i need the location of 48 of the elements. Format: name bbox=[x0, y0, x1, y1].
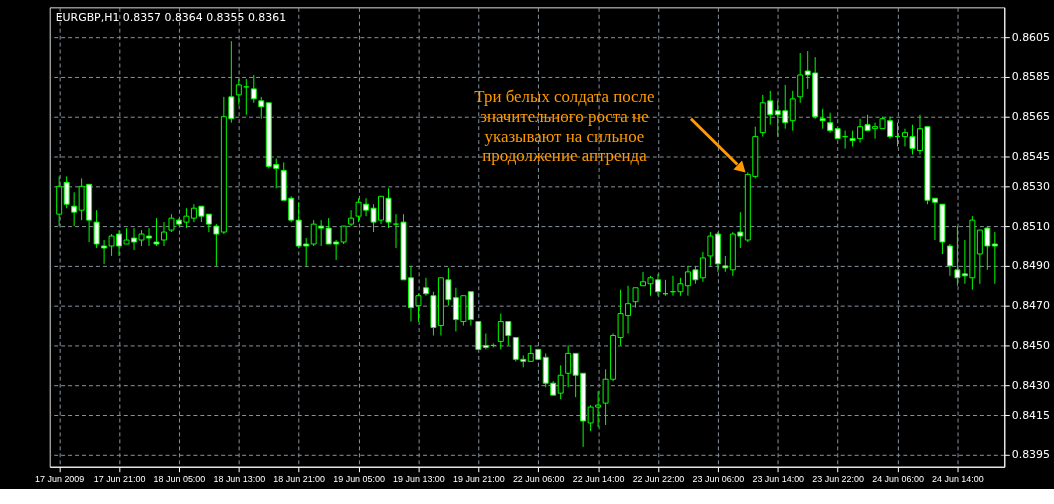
y-tick-label: 0.8395 bbox=[1011, 448, 1050, 462]
candlestick bbox=[632, 287, 639, 309]
x-tick-label: 23 Jun 06:00 bbox=[692, 474, 745, 485]
x-tick-label: 17 Jun 21:00 bbox=[93, 474, 146, 485]
y-tick-label: 0.8470 bbox=[1011, 299, 1051, 313]
candlestick bbox=[153, 217, 160, 247]
x-tick-label: 22 Jun 06:00 bbox=[512, 474, 565, 485]
x-tick-label: 18 Jun 21:00 bbox=[273, 474, 326, 485]
y-tick-label: 0.8585 bbox=[1011, 70, 1050, 84]
x-tick-label: 19 Jun 21:00 bbox=[453, 474, 505, 485]
x-tick-label: 19 Jun 13:00 bbox=[393, 474, 445, 485]
candlestick bbox=[422, 277, 429, 297]
y-tick-label: 0.8430 bbox=[1011, 378, 1051, 392]
x-tick-label: 24 Jun 14:00 bbox=[932, 474, 984, 485]
candlestick bbox=[250, 74, 257, 104]
x-tick-label: 24 Jun 06:00 bbox=[872, 474, 924, 485]
candlestick bbox=[93, 209, 100, 249]
chart-title: EURGBP,H1 0.8357 0.8364 0.8355 0.8361 bbox=[55, 11, 287, 25]
candlestick bbox=[243, 78, 250, 116]
x-tick-label: 18 Jun 13:00 bbox=[213, 474, 266, 485]
candlestick bbox=[258, 96, 265, 120]
x-tick-label: 18 Jun 05:00 bbox=[153, 474, 206, 485]
x-tick-label: 23 Jun 14:00 bbox=[752, 474, 805, 485]
candlestick bbox=[160, 221, 167, 247]
candlestick bbox=[991, 231, 998, 285]
x-tick-label: 19 Jun 05:00 bbox=[333, 474, 385, 485]
y-tick-label: 0.8530 bbox=[1011, 179, 1051, 193]
x-tick-label: 17 Jun 2009 bbox=[35, 474, 85, 485]
y-tick-label: 0.8415 bbox=[1011, 408, 1050, 422]
annotation: Три белых солдата после значительного роста не указывают на сильное продолжение аптренда bbox=[474, 86, 655, 166]
candlestick bbox=[557, 364, 564, 400]
x-tick-label: 23 Jun 22:00 bbox=[812, 474, 864, 485]
y-tick-label: 0.8545 bbox=[1011, 149, 1050, 163]
x-tick-label: 22 Jun 14:00 bbox=[572, 474, 625, 485]
candlestick bbox=[63, 175, 70, 209]
candlestick bbox=[235, 78, 242, 106]
candlestick bbox=[819, 108, 826, 130]
candlestick bbox=[565, 344, 572, 388]
y-tick-label: 0.8605 bbox=[1011, 30, 1050, 44]
candlestick bbox=[789, 90, 796, 132]
y-tick-label: 0.8490 bbox=[1011, 259, 1051, 273]
y-tick-label: 0.8565 bbox=[1011, 110, 1050, 124]
candlestick bbox=[946, 243, 953, 277]
y-tick-label: 0.8510 bbox=[1011, 219, 1051, 233]
y-tick-label: 0.8450 bbox=[1011, 338, 1051, 352]
x-tick-label: 22 Jun 22:00 bbox=[632, 474, 685, 485]
candlestick bbox=[797, 52, 804, 104]
candlestick bbox=[348, 209, 355, 227]
